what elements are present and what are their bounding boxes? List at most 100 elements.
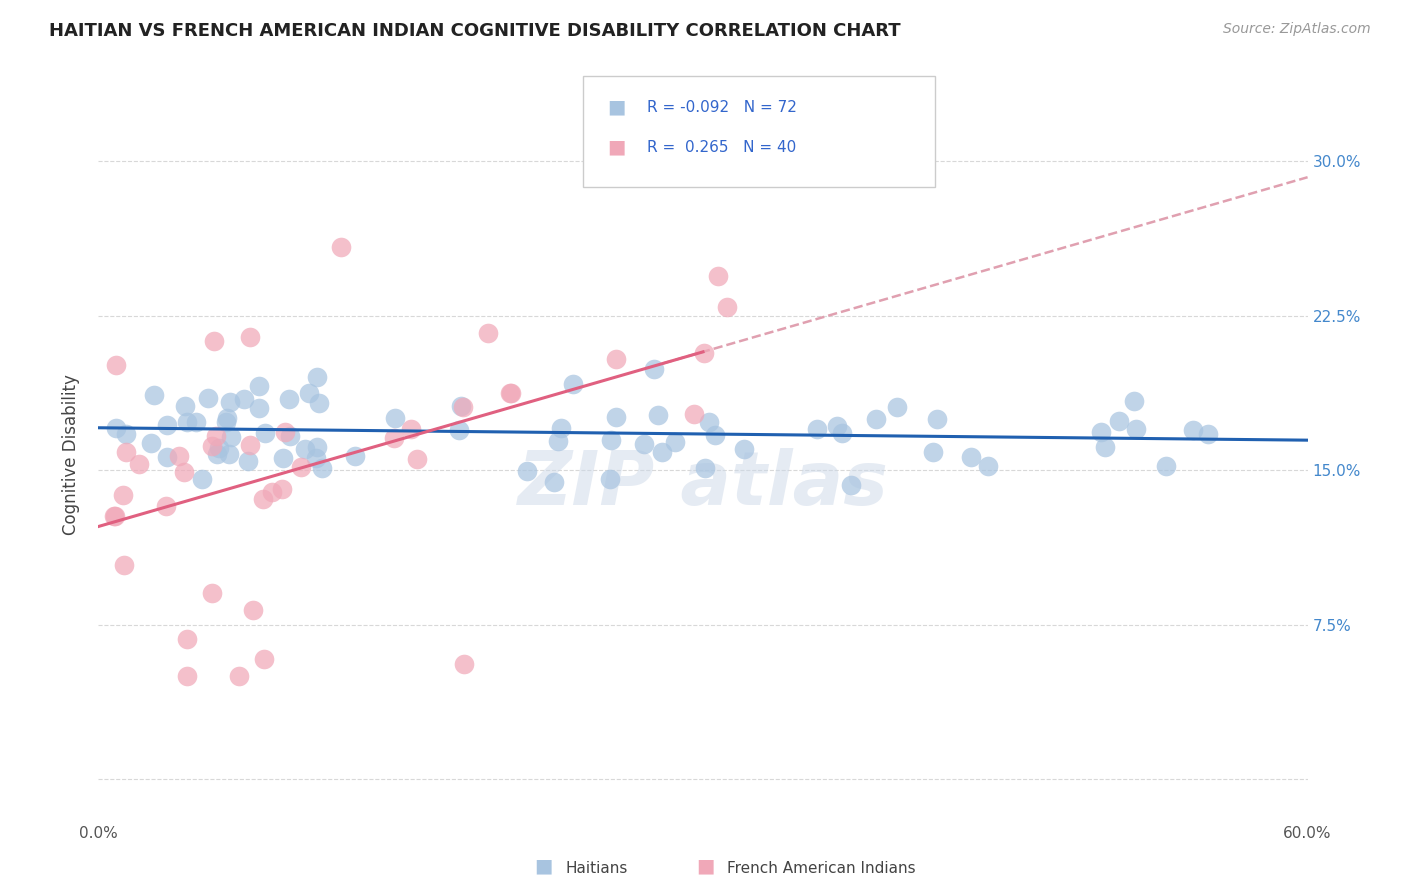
Text: ■: ■ xyxy=(696,857,714,876)
Point xyxy=(450,399,472,413)
Point xyxy=(294,442,316,456)
Point xyxy=(704,428,727,442)
Text: French American Indians: French American Indians xyxy=(727,861,915,876)
Text: ■: ■ xyxy=(607,137,626,157)
Point xyxy=(247,401,270,415)
Point xyxy=(516,464,538,478)
Point xyxy=(112,558,135,572)
Point xyxy=(228,669,250,683)
Point xyxy=(236,454,259,468)
Point xyxy=(806,422,828,436)
Point xyxy=(825,418,848,433)
Point xyxy=(104,508,127,523)
Point xyxy=(382,431,405,445)
Point xyxy=(274,425,297,439)
Point xyxy=(142,388,165,402)
Point xyxy=(155,499,177,513)
Point xyxy=(173,465,195,479)
Point xyxy=(1094,440,1116,454)
Point xyxy=(886,400,908,414)
Text: R = -0.092   N = 72: R = -0.092 N = 72 xyxy=(647,100,797,114)
Point xyxy=(831,426,853,441)
Point xyxy=(693,461,716,475)
Point xyxy=(599,433,621,447)
Point xyxy=(605,410,627,425)
Point xyxy=(977,458,1000,473)
Point xyxy=(562,376,585,391)
Point xyxy=(699,415,721,429)
Y-axis label: Cognitive Disability: Cognitive Disability xyxy=(62,375,80,535)
Point xyxy=(647,408,669,422)
Point xyxy=(643,362,665,376)
Point xyxy=(105,421,128,435)
Point xyxy=(156,450,179,465)
Point xyxy=(176,415,198,429)
Point xyxy=(960,450,983,464)
Point xyxy=(218,394,240,409)
Point xyxy=(399,422,422,436)
Point xyxy=(201,586,224,600)
Point xyxy=(290,460,312,475)
Point xyxy=(716,301,738,315)
Point xyxy=(298,386,321,401)
Point xyxy=(239,437,262,451)
Point xyxy=(217,410,239,425)
Point xyxy=(197,392,219,406)
Point xyxy=(1125,421,1147,435)
Point xyxy=(260,484,283,499)
Point xyxy=(651,445,673,459)
Point xyxy=(311,461,333,475)
Point xyxy=(599,472,621,486)
Point xyxy=(278,429,301,443)
Point xyxy=(218,447,240,461)
Point xyxy=(270,483,292,497)
Point xyxy=(447,423,470,437)
Point xyxy=(406,451,429,466)
Text: ■: ■ xyxy=(534,857,553,876)
Point xyxy=(191,472,214,486)
Point xyxy=(307,440,329,454)
Point xyxy=(865,412,887,426)
Point xyxy=(202,334,225,348)
Point xyxy=(232,392,254,406)
Point xyxy=(605,352,627,367)
Point xyxy=(707,268,730,283)
Point xyxy=(453,657,475,671)
Point xyxy=(253,652,276,666)
Point xyxy=(633,437,655,451)
Point xyxy=(278,392,301,406)
Point xyxy=(1108,414,1130,428)
Point xyxy=(115,444,138,458)
Point xyxy=(176,669,198,683)
Point xyxy=(205,428,228,442)
Point xyxy=(271,450,294,465)
Point xyxy=(547,434,569,449)
Point xyxy=(184,416,207,430)
Point xyxy=(104,359,127,373)
Point xyxy=(308,395,330,409)
Point xyxy=(176,632,198,647)
Text: ZIP atlas: ZIP atlas xyxy=(517,448,889,521)
Point xyxy=(839,478,862,492)
Point xyxy=(208,441,231,455)
Point xyxy=(201,439,224,453)
Text: Haitians: Haitians xyxy=(565,861,627,876)
Point xyxy=(254,426,277,441)
Point xyxy=(205,447,228,461)
Point xyxy=(1154,459,1177,474)
Point xyxy=(167,449,190,463)
Point xyxy=(550,420,572,434)
Point xyxy=(247,379,270,393)
Point xyxy=(501,386,523,401)
Point xyxy=(174,400,197,414)
Point xyxy=(252,492,274,507)
Point xyxy=(1122,394,1144,409)
Point xyxy=(499,385,522,400)
Point xyxy=(922,444,945,458)
Point xyxy=(1197,427,1219,442)
Point xyxy=(927,412,949,426)
Point xyxy=(733,442,755,456)
Point xyxy=(477,326,499,341)
Point xyxy=(103,509,125,524)
Point xyxy=(682,407,704,421)
